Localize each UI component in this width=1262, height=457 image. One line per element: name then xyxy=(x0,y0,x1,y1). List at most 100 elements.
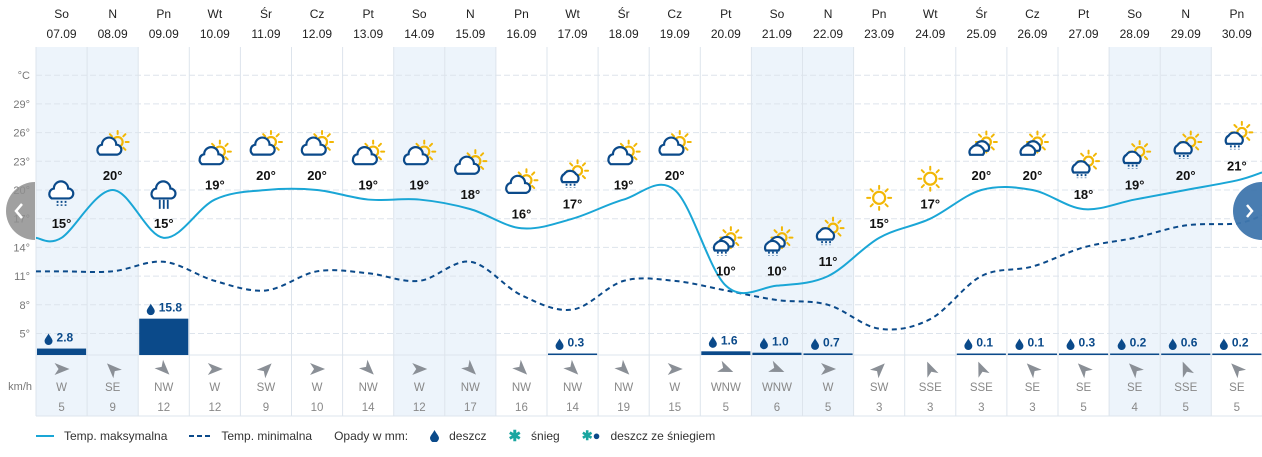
sun-rain-icon xyxy=(1122,140,1152,169)
sun-ray xyxy=(122,133,127,138)
date-header: So 07.09 N 08.09 Pn 09.09 Wt 10.09 Śr 11.09 Cz 12.0… xyxy=(47,6,1253,41)
day-date: 09.09 xyxy=(149,27,179,41)
wind-arrow-icon xyxy=(106,363,122,379)
precip-bar xyxy=(139,318,189,355)
cloud-shape xyxy=(968,144,986,156)
sun-ray xyxy=(122,146,127,151)
next-button[interactable] xyxy=(1231,182,1262,240)
day-date: 28.09 xyxy=(1120,27,1150,41)
day-name: N xyxy=(1181,7,1190,21)
wind-arrow-icon xyxy=(256,363,272,379)
wind-direction: W xyxy=(823,382,834,394)
sun-disc xyxy=(923,171,938,186)
max-temp-label: 17° xyxy=(563,197,583,212)
legend-sleet-label: deszcz ze śniegiem xyxy=(610,429,716,443)
sun-ray xyxy=(735,241,740,247)
sun-ray xyxy=(108,133,113,138)
cloud-shape xyxy=(249,136,276,156)
precip-bar xyxy=(1059,353,1109,355)
wind-arrow-icon xyxy=(358,359,374,375)
max-temp-label: 17° xyxy=(920,197,940,212)
wind-speed: 3 xyxy=(927,402,933,414)
day-name: Pn xyxy=(872,7,887,21)
wind-arrow-icon xyxy=(978,361,990,378)
partly-cloudy-icon xyxy=(198,139,232,166)
day-date: 10.09 xyxy=(200,27,230,41)
wind-arrow-icon xyxy=(717,360,734,373)
wind-arrow-icon xyxy=(207,363,223,375)
cloud-shape xyxy=(1173,141,1193,155)
raindrop-icon xyxy=(1066,338,1075,350)
precip-label-group: 0.1 xyxy=(1015,336,1044,350)
legend-min: Temp. minimalna xyxy=(189,429,312,443)
wind-arrow-icon xyxy=(154,359,170,375)
sun-rain-icon xyxy=(560,159,590,188)
sun-rain-icon xyxy=(1224,120,1254,150)
legend-min-label: Temp. minimalna xyxy=(221,429,313,443)
wind-speed: 3 xyxy=(1029,402,1035,414)
precip-label-group: 0.2 xyxy=(1117,336,1147,350)
raindrop-icon xyxy=(146,303,155,316)
sun-ray xyxy=(569,162,574,167)
max-temp-line xyxy=(35,171,1262,295)
raindrop-icon xyxy=(811,338,820,350)
sun-ray xyxy=(935,184,940,189)
day-date: 14.09 xyxy=(404,27,434,41)
grid-layer xyxy=(35,47,1262,417)
day-name: Wt xyxy=(923,7,938,21)
day-date: 30.09 xyxy=(1222,27,1252,41)
wind-speed: 14 xyxy=(566,402,579,414)
cloud-shape xyxy=(300,136,327,156)
day-name: So xyxy=(54,7,69,21)
day-name: Cz xyxy=(310,7,325,21)
day-date: 22.09 xyxy=(813,27,843,41)
sun-clouds-icon xyxy=(968,130,998,156)
cloud-shape xyxy=(198,146,225,166)
cloud-shape xyxy=(150,180,177,200)
precip-label-group: 2.8 xyxy=(44,331,74,346)
y-tick-label: 29° xyxy=(13,99,30,111)
raindrop-icon xyxy=(708,336,717,348)
raindrop-icon xyxy=(1168,338,1177,350)
sun-ray xyxy=(977,133,983,138)
legend: Temp. maksymalna Temp. minimalna Opady w… xyxy=(0,424,1262,448)
precip-label: 15.8 xyxy=(159,301,183,315)
wind-direction: NW xyxy=(563,382,582,394)
sun-clouds-rain-icon xyxy=(763,226,794,256)
wind-speed: 5 xyxy=(723,402,729,414)
cloud-shape xyxy=(815,227,836,241)
weekend-column-bg xyxy=(1160,47,1212,416)
legend-max: Temp. maksymalna xyxy=(36,429,167,443)
day-name: N xyxy=(466,7,475,21)
day-date: 08.09 xyxy=(98,27,128,41)
wind-speed: 19 xyxy=(617,402,630,414)
max-temp-label: 16° xyxy=(512,206,532,221)
sun-ray xyxy=(633,142,638,147)
day-date: 12.09 xyxy=(302,27,332,41)
precip-label: 0.7 xyxy=(823,335,840,349)
day-date: 19.09 xyxy=(660,27,690,41)
previous-button[interactable] xyxy=(4,182,35,240)
sun-ray xyxy=(837,232,842,237)
wind-arrow-icon xyxy=(768,360,785,373)
sun-ray xyxy=(869,203,874,208)
snowflake-icon: ✱ xyxy=(508,428,522,445)
precip-bar xyxy=(37,348,87,355)
precip-label: 0.3 xyxy=(568,336,585,350)
sun-ray xyxy=(326,133,331,138)
raindrop-icon xyxy=(1219,338,1228,350)
precip-label: 1.0 xyxy=(772,335,789,349)
sun-ray xyxy=(364,142,369,147)
max-temp-label: 20° xyxy=(307,168,327,183)
precip-label-group: 0.2 xyxy=(1219,336,1249,350)
raindrop-icon xyxy=(430,430,440,442)
wind-arrow-icon xyxy=(1182,361,1194,378)
background-layer xyxy=(36,47,1212,416)
sun-ray xyxy=(773,229,778,234)
sun-ray xyxy=(581,162,586,167)
precip-bar xyxy=(548,353,598,355)
wind-arrow-icon xyxy=(512,359,528,375)
weekend-column-bg xyxy=(444,47,496,416)
cloud-shape xyxy=(712,239,730,252)
sun-clouds-rain-icon xyxy=(712,226,743,256)
